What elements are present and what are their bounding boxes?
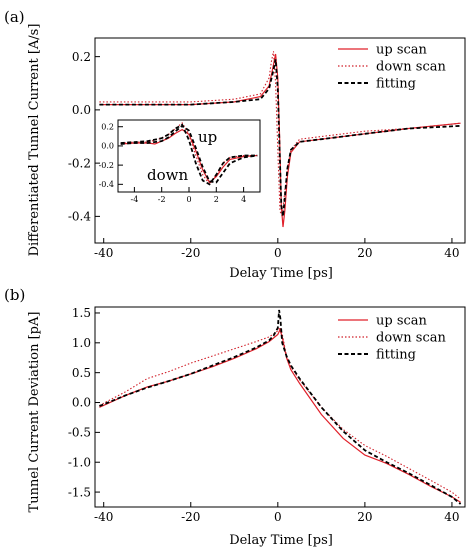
inset-series-fitting [120, 124, 258, 184]
a-ylabel: Differentiated Tunnel Current [A/s] [27, 24, 42, 257]
b-xtick-label: -40 [94, 510, 113, 524]
a-series-down-scan [99, 51, 461, 217]
a-ytick-label: -0.2 [68, 156, 91, 170]
a-legend-label: up scan [376, 43, 428, 58]
plot-a-frame [94, 37, 466, 244]
a-xlabel: Delay Time [ps] [229, 266, 333, 281]
b-legend: up scan down scan fitting [338, 314, 446, 363]
inset-ytick-label: 0.0 [101, 142, 114, 151]
b-series-fitting [99, 309, 462, 505]
a-ytick-label: 0.2 [72, 50, 91, 64]
b-ytick-label: -0.5 [68, 426, 91, 440]
a-xtick-label: -20 [181, 246, 200, 260]
panel-a: (a) 0.20.0-0.2-0.4 -40 -20 0 20 40 Different… [4, 8, 466, 281]
b-ytick-label: -1.0 [68, 455, 91, 469]
b-ytick-label: 0.0 [72, 396, 91, 410]
b-xtick-label: 20 [357, 510, 372, 524]
inset-ytick-label: -0.4 [99, 180, 114, 189]
a-xtick-label: 20 [357, 246, 372, 260]
a-ytick-label: -0.4 [68, 210, 92, 224]
b-ylabel: Tunnel Current Deviation [pA] [27, 312, 42, 513]
b-xtick-label: 0 [274, 510, 282, 524]
b-ytick-label: 1.0 [72, 336, 91, 350]
a-ytick-label: 0.0 [72, 103, 91, 117]
a-xtick-label: 0 [274, 246, 282, 260]
inset-ytick-label: 0.2 [101, 123, 114, 132]
b-xtick-label: -20 [181, 510, 200, 524]
b-ytick-label: 1.5 [72, 306, 91, 320]
a-legend-label: down scan [376, 60, 446, 75]
inset-xtick-label: 4 [241, 195, 246, 204]
plot-b-frame [94, 306, 466, 508]
panel-a-label: (a) [4, 8, 25, 26]
inset-xtick-label: 0 [186, 195, 191, 204]
b-xlabel: Delay Time [ps] [229, 533, 333, 548]
inset-xtick-label: -2 [158, 195, 166, 204]
inset: 0.2 0.0 -0.2 -0.4 -4 -2 0 2 4 up down [99, 119, 261, 204]
inset-x-ticks: -4 -2 0 2 4 [130, 187, 246, 204]
b-ytick-label: 0.5 [72, 366, 91, 380]
b-legend-label: fitting [376, 348, 416, 363]
b-series [99, 309, 462, 505]
b-x-ticks: -40 -20 0 20 40 [94, 502, 460, 524]
b-y-ticks: 1.5 1.0 0.5 0.0 -0.5 -1.0 -1.5 [68, 306, 100, 499]
b-xtick-label: 40 [444, 510, 459, 524]
b-legend-label: down scan [376, 331, 446, 346]
a-series-fitting [99, 59, 461, 217]
inset-annotation-down: down [147, 166, 188, 184]
inset-y-ticks: 0.2 0.0 -0.2 -0.4 [99, 123, 123, 189]
a-legend: up scan down scan fitting [338, 43, 446, 92]
inset-xtick-label: 2 [214, 195, 219, 204]
inset-series-fitting [120, 123, 258, 186]
a-xtick-label: 40 [444, 246, 459, 260]
inset-series [120, 122, 258, 186]
a-xtick-label: -40 [94, 246, 113, 260]
panel-b: (b) 1.5 1.0 0.5 0.0 -0.5 -1.0 -1.5 -40 -20 0 20 40… [4, 286, 466, 548]
b-legend-label: up scan [376, 314, 428, 329]
a-series [99, 51, 461, 228]
a-x-ticks: -40 -20 0 20 40 [94, 238, 460, 260]
inset-ytick-label: -0.2 [99, 161, 114, 170]
inset-xtick-label: -4 [130, 195, 138, 204]
b-ytick-label: -1.5 [68, 485, 91, 499]
a-legend-label: fitting [376, 77, 416, 92]
panel-b-label: (b) [4, 286, 25, 304]
a-y-ticks: 0.2 0.0 -0.2 -0.4 [68, 50, 100, 224]
inset-annotation-up: up [198, 128, 217, 146]
